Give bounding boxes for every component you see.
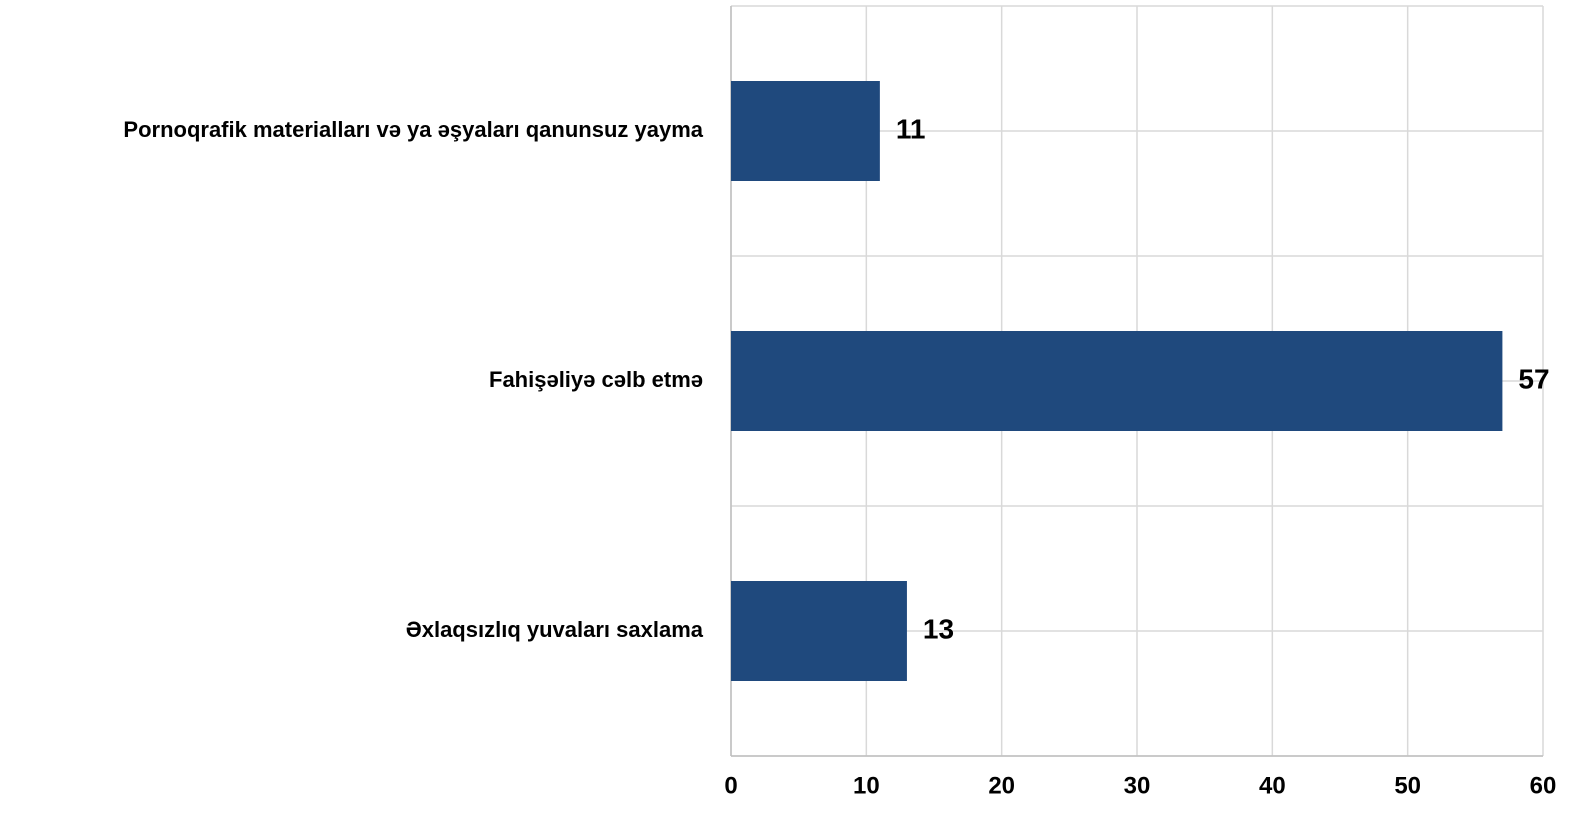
x-tick-label: 60	[1530, 772, 1557, 799]
x-tick-label: 30	[1124, 772, 1151, 799]
y-tick-label: Fahişəliyə cəlb etmə	[489, 367, 703, 392]
bar	[731, 81, 880, 181]
bar	[731, 581, 907, 681]
x-tick-label: 10	[853, 772, 880, 799]
y-tick-label: Pornoqrafik materialları və ya əşyaları …	[123, 117, 703, 142]
value-label: 13	[923, 613, 954, 644]
x-tick-label: 40	[1259, 772, 1286, 799]
value-label: 11	[896, 113, 926, 144]
x-tick-label: 20	[988, 772, 1015, 799]
bar	[731, 331, 1503, 431]
value-label: 57	[1518, 363, 1549, 394]
y-tick-label: Əxlaqsızlıq yuvaları saxlama	[406, 617, 704, 642]
x-tick-label: 50	[1394, 772, 1421, 799]
x-tick-label: 0	[724, 772, 737, 799]
